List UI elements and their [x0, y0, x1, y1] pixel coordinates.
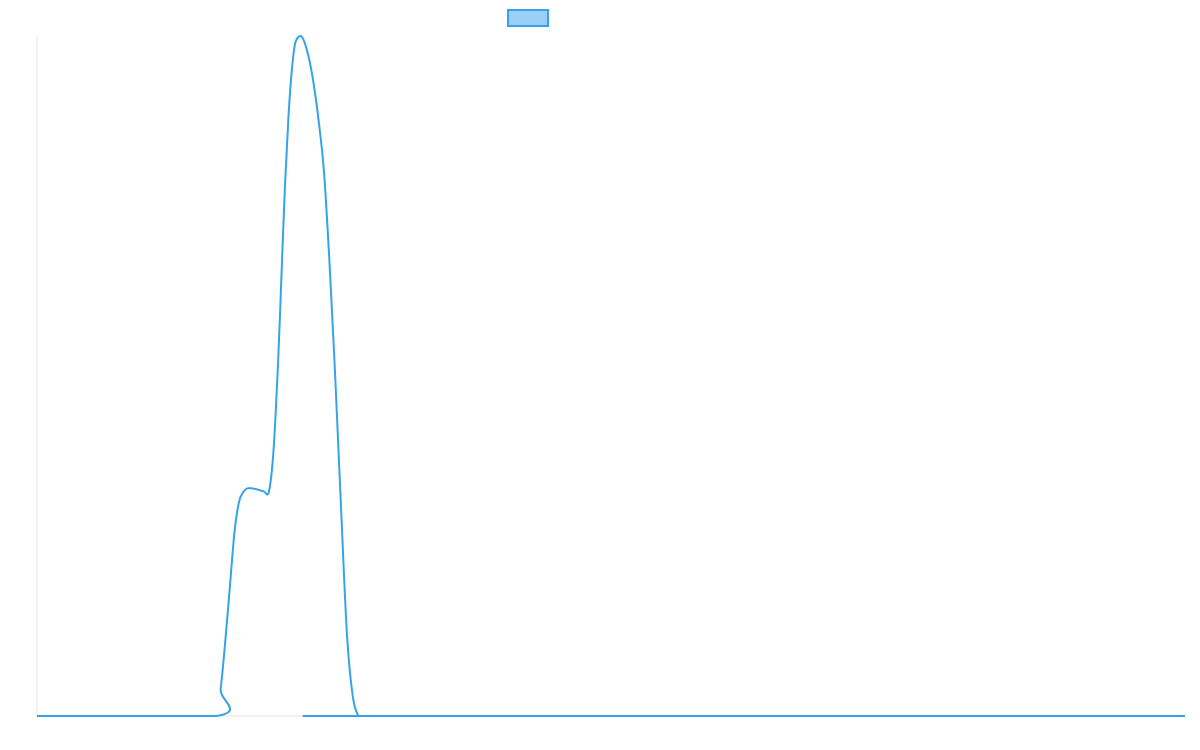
axes: [36, 36, 1185, 717]
series-line[interactable]: [37, 35, 1185, 718]
legend[interactable]: [507, 9, 549, 27]
series-layer: [37, 35, 1185, 718]
legend-swatch[interactable]: [507, 9, 549, 27]
